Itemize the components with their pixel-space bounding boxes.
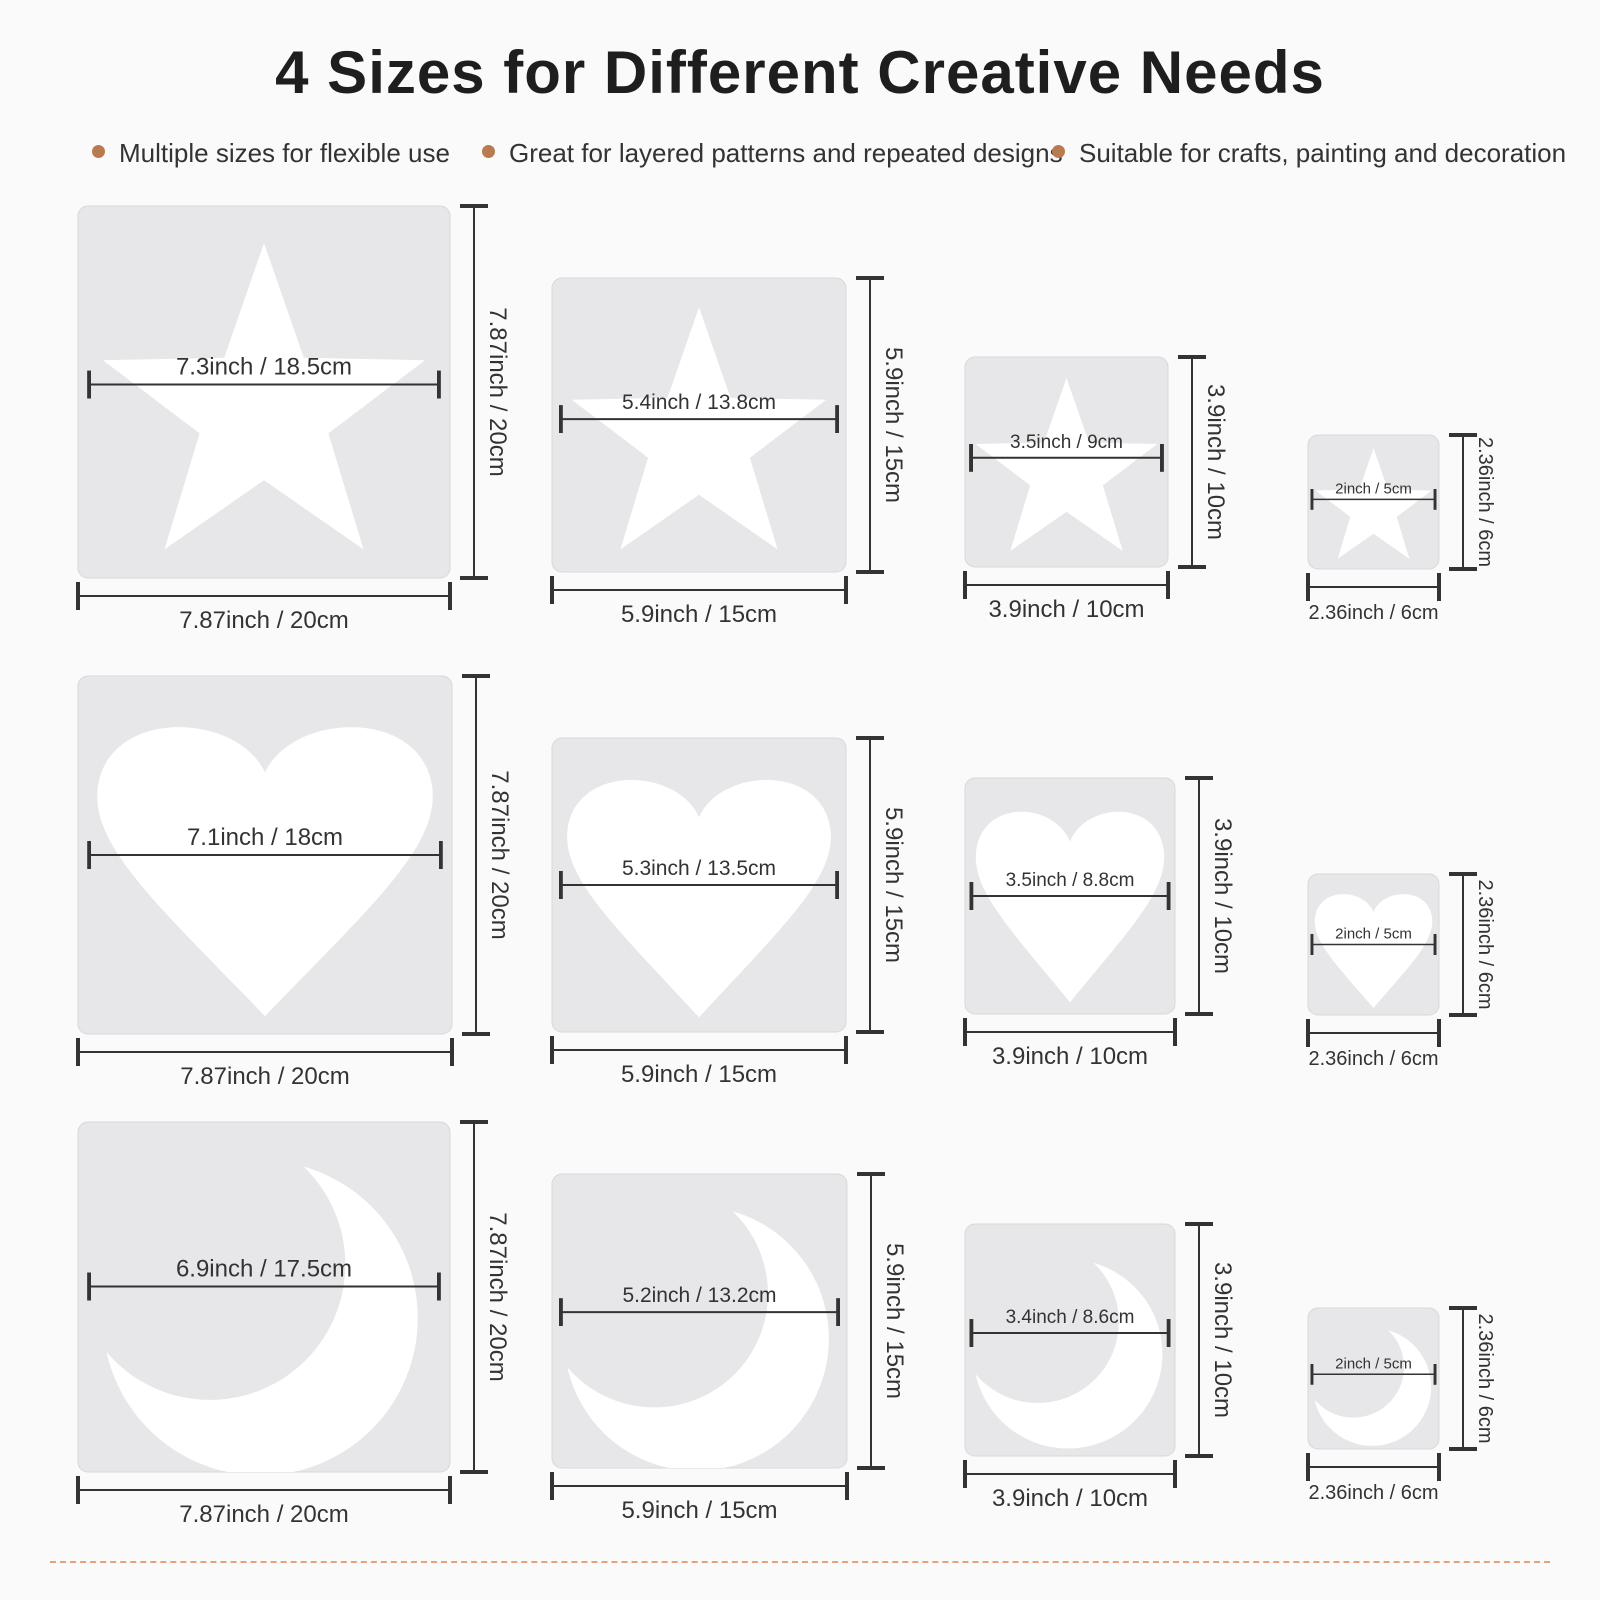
stencil-card: 2inch / 5cm 2.36inch / 6cm 2.36inch / 6cm [1306, 1306, 1496, 1504]
page-title: 4 Sizes for Different Creative Needs [275, 39, 1325, 106]
height-label: 5.9inch / 15cm [881, 1243, 908, 1399]
bullet-text: Great for layered patterns and repeated … [509, 138, 1063, 168]
moon-icon [965, 1224, 1175, 1456]
feature-bullets: Multiple sizes for flexible use Great fo… [0, 138, 1600, 178]
stencil-card: 6.9inch / 17.5cm 7.87inch / 20cm 7.87inch … [76, 1120, 511, 1528]
width-label: 7.87inch / 20cm [179, 1501, 348, 1528]
inner-size-label: 7.3inch / 18.5cm [176, 354, 352, 381]
height-label: 3.9inch / 10cm [1202, 384, 1229, 540]
moon-icon [552, 1174, 847, 1468]
width-label: 2.36inch / 6cm [1308, 1482, 1438, 1504]
dashed-divider [50, 1561, 1550, 1563]
stencil-card: 3.5inch / 8.8cm 3.9inch / 10cm 3.9inch / 1… [963, 776, 1236, 1070]
width-label: 2.36inch / 6cm [1308, 1048, 1438, 1070]
inner-size-label: 2inch / 5cm [1335, 926, 1412, 943]
inner-size-label: 6.9inch / 17.5cm [176, 1256, 352, 1283]
height-label: 2.36inch / 6cm [1474, 879, 1496, 1009]
height-label: 3.9inch / 10cm [1209, 1262, 1236, 1418]
stencil-card: 7.1inch / 18cm 7.87inch / 20cm 7.87inch / … [76, 674, 513, 1090]
moon-icon [78, 1122, 450, 1472]
stencil-card: 7.3inch / 18.5cm 7.87inch / 20cm 7.87inch … [76, 204, 511, 634]
height-label: 2.36inch / 6cm [1474, 1313, 1496, 1443]
width-label: 3.9inch / 10cm [988, 596, 1144, 623]
inner-size-label: 7.1inch / 18cm [187, 824, 343, 851]
bullet-dot-icon [482, 145, 495, 158]
bullet-text: Multiple sizes for flexible use [119, 138, 450, 168]
height-label: 7.87inch / 20cm [484, 1212, 511, 1381]
inner-size-label: 2inch / 5cm [1335, 1355, 1412, 1372]
height-label: 5.9inch / 15cm [880, 807, 907, 963]
bullet-item: Multiple sizes for flexible use [92, 138, 450, 169]
height-label: 7.87inch / 20cm [486, 770, 513, 939]
stencil-card: 5.2inch / 13.2cm 5.9inch / 15cm 5.9inch / … [550, 1172, 908, 1524]
height-label: 3.9inch / 10cm [1209, 818, 1236, 974]
width-label: 3.9inch / 10cm [992, 1043, 1148, 1070]
stencil-card: 5.4inch / 13.8cm 5.9inch / 15cm 5.9inch / … [550, 276, 907, 628]
height-label: 5.9inch / 15cm [880, 347, 907, 503]
width-label: 5.9inch / 15cm [621, 1497, 777, 1524]
moon-icon [1308, 1308, 1439, 1449]
inner-size-label: 2inch / 5cm [1335, 480, 1412, 497]
width-label: 2.36inch / 6cm [1308, 602, 1438, 624]
width-label: 5.9inch / 15cm [621, 1061, 777, 1088]
bullet-item: Great for layered patterns and repeated … [482, 138, 1063, 169]
width-label: 5.9inch / 15cm [621, 601, 777, 628]
stencil-card: 2inch / 5cm 2.36inch / 6cm 2.36inch / 6cm [1306, 433, 1496, 624]
inner-size-label: 5.3inch / 13.5cm [622, 857, 776, 880]
width-label: 7.87inch / 20cm [180, 1063, 349, 1090]
stencil-card: 5.3inch / 13.5cm 5.9inch / 15cm 5.9inch / … [550, 736, 907, 1088]
bullet-dot-icon [1052, 145, 1065, 158]
inner-size-label: 3.4inch / 8.6cm [1006, 1307, 1135, 1328]
inner-size-label: 5.4inch / 13.8cm [622, 391, 776, 414]
stencil-card: 3.4inch / 8.6cm 3.9inch / 10cm 3.9inch / 1… [963, 1222, 1236, 1512]
width-label: 3.9inch / 10cm [992, 1485, 1148, 1512]
bullet-item: Suitable for crafts, painting and decora… [1052, 138, 1566, 169]
inner-size-label: 3.5inch / 8.8cm [1006, 870, 1135, 891]
width-label: 7.87inch / 20cm [179, 607, 348, 634]
height-label: 2.36inch / 6cm [1474, 437, 1496, 567]
stencil-card: 3.5inch / 9cm 3.9inch / 10cm 3.9inch / 10c… [963, 355, 1229, 623]
inner-size-label: 3.5inch / 9cm [1010, 432, 1123, 453]
heart-icon [97, 727, 433, 1017]
inner-size-label: 5.2inch / 13.2cm [622, 1284, 776, 1307]
bullet-text: Suitable for crafts, painting and decora… [1079, 138, 1567, 168]
stencil-card: 2inch / 5cm 2.36inch / 6cm 2.36inch / 6cm [1306, 872, 1496, 1070]
bullet-dot-icon [92, 145, 105, 158]
height-label: 7.87inch / 20cm [484, 307, 511, 476]
